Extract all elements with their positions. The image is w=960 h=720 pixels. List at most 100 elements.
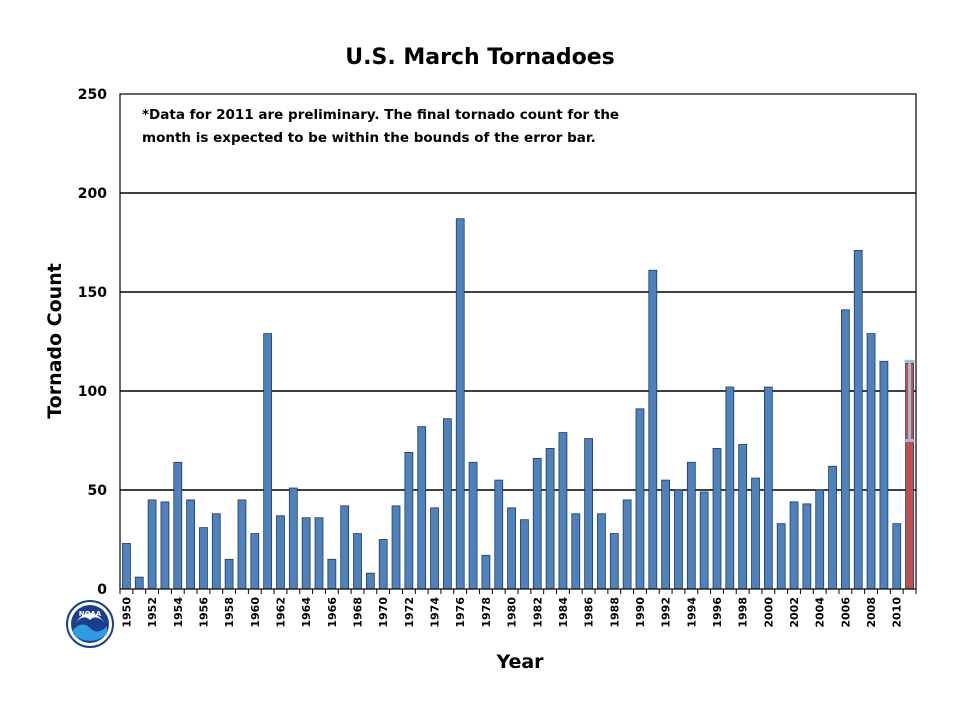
- bar-1982: [532, 457, 542, 590]
- bar-1991: [648, 269, 658, 590]
- bar-1951: [134, 576, 144, 590]
- bar-1955: [186, 499, 195, 590]
- bar-1952: [147, 499, 157, 590]
- x-tick-label: 1996: [711, 597, 724, 628]
- x-tick-label: 1976: [454, 597, 467, 628]
- x-tick-label: 1982: [531, 597, 544, 628]
- bar-1979: [494, 479, 504, 590]
- bar-1967: [340, 505, 350, 590]
- bar-2010: [892, 523, 902, 590]
- x-tick-label: 1964: [300, 597, 313, 628]
- x-tick-label: 1994: [685, 597, 698, 628]
- bar-1962: [276, 515, 285, 590]
- bar-1978: [481, 554, 491, 590]
- bar-1987: [597, 513, 606, 590]
- logo-wave: [73, 624, 107, 641]
- bar-1971: [391, 505, 401, 590]
- x-axis-title: Year: [495, 651, 544, 673]
- x-tick-label: 1970: [377, 597, 390, 628]
- bar-1998: [738, 444, 748, 590]
- bar-2005: [828, 465, 837, 590]
- x-tick-label: 1950: [120, 597, 133, 628]
- x-axis-ticks: 1950 1952 1954 1956 1958 1960 1962 1964 1966 1968…: [119, 589, 917, 628]
- x-tick-label: 1952: [146, 597, 159, 628]
- x-tick-label: 1956: [197, 597, 210, 628]
- chart-title: U.S. March Tornadoes: [345, 45, 614, 70]
- x-tick-label: 2010: [891, 597, 904, 628]
- bar-1975: [443, 418, 452, 590]
- x-tick-label: 1974: [429, 597, 442, 628]
- x-tick-label: 1980: [506, 597, 519, 628]
- bar-1989: [622, 499, 632, 590]
- y-tick-label: 100: [78, 384, 107, 400]
- bar-1994: [686, 461, 696, 590]
- bar-1990: [635, 408, 645, 590]
- bar-1988: [609, 533, 619, 590]
- y-tick-label: 0: [97, 582, 107, 598]
- x-tick-label: 2006: [839, 597, 852, 628]
- bar-1963: [288, 487, 298, 590]
- x-tick-label: 1960: [249, 597, 262, 628]
- bar-1984: [558, 432, 568, 590]
- y-tick-label: 150: [78, 285, 107, 301]
- bar-1957: [211, 513, 221, 590]
- bar-2008: [866, 333, 876, 590]
- bar-1966: [327, 558, 337, 590]
- logo-bird: [76, 613, 104, 622]
- bar-1999: [751, 477, 760, 590]
- bar-1985: [571, 513, 581, 590]
- x-tick-label: 1972: [403, 597, 416, 628]
- x-tick-label: 1954: [172, 597, 185, 628]
- y-tick-label: 250: [78, 87, 107, 103]
- bar-2007: [853, 250, 863, 590]
- y-axis-title: Tornado Count: [44, 263, 66, 419]
- bar-1973: [417, 426, 427, 590]
- bar-1995: [699, 491, 709, 590]
- logo-text: NOAA: [79, 610, 102, 618]
- x-tick-label: 2000: [762, 597, 775, 628]
- bar-1968: [353, 533, 362, 590]
- y-tick-label: 50: [88, 483, 108, 499]
- x-tick-label: 1962: [274, 597, 287, 628]
- bar-1976: [455, 218, 465, 590]
- x-tick-label: 1992: [660, 597, 673, 628]
- x-tick-label: 1988: [608, 597, 621, 628]
- x-tick-label: 1990: [634, 597, 647, 628]
- bar-1980: [507, 507, 516, 590]
- bar-1965: [314, 517, 324, 590]
- x-tick-label: 1966: [326, 597, 339, 628]
- bar-1970: [378, 539, 388, 590]
- bar-1956: [199, 527, 208, 590]
- x-tick-label: 1968: [352, 597, 365, 628]
- y-tick-label: 200: [78, 186, 107, 202]
- x-tick-label: 2004: [814, 597, 827, 628]
- bar-2002: [789, 501, 799, 590]
- y-axis-ticks: 0 50 100 150 200 250: [78, 87, 107, 598]
- note-line-2: month is expected to be within the bound…: [142, 130, 596, 146]
- plot-area: [119, 93, 917, 590]
- bar-2000: [763, 386, 773, 590]
- bar-1953: [160, 501, 170, 590]
- gridlines: [120, 192, 916, 491]
- bar-2009: [879, 360, 889, 590]
- bar-1986: [584, 438, 593, 590]
- x-tick-label: 2008: [865, 597, 878, 628]
- x-tick-label: 1998: [737, 597, 750, 628]
- bar-1977: [468, 461, 478, 590]
- bar-1996: [712, 448, 722, 590]
- bar-2006: [841, 309, 850, 590]
- x-tick-label: 1978: [480, 597, 493, 628]
- x-tick-label: 2002: [788, 597, 801, 628]
- x-tick-label: 1984: [557, 597, 570, 628]
- bar-1972: [404, 451, 414, 590]
- bar-1954: [173, 461, 183, 590]
- bar-1983: [545, 448, 555, 590]
- bar-2003: [802, 503, 812, 590]
- bar-2001: [776, 523, 786, 590]
- bar-1997: [725, 386, 735, 590]
- bar-1958: [224, 558, 234, 590]
- noaa-logo: NOAA: [66, 600, 114, 648]
- bar-1981: [520, 519, 529, 590]
- bar-1960: [250, 533, 260, 590]
- bar-1959: [237, 499, 247, 590]
